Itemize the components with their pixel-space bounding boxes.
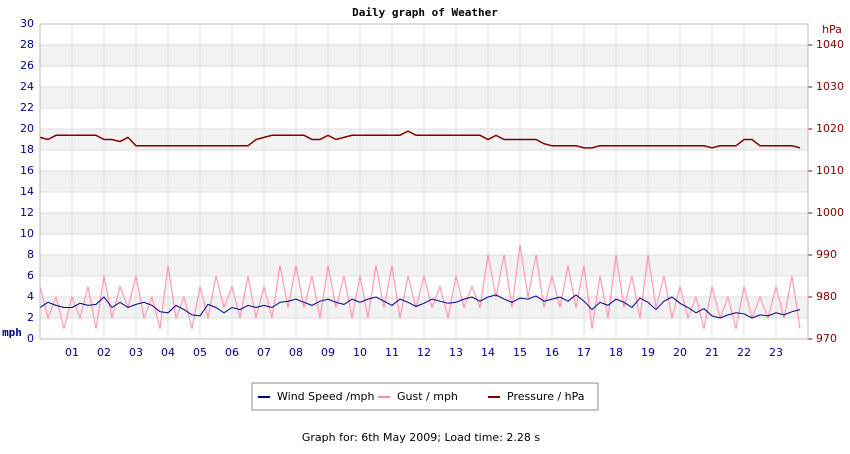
x-tick-label: 12 <box>417 346 431 359</box>
y-tick-label: 24 <box>20 80 34 93</box>
y2-axis-label: hPa <box>822 23 842 36</box>
x-tick-label: 09 <box>321 346 335 359</box>
x-tick-label: 04 <box>161 346 175 359</box>
y-tick-label: 2 <box>27 311 34 324</box>
chart-title: Daily graph of Weather <box>352 6 498 19</box>
x-tick-label: 17 <box>577 346 591 359</box>
y-tick-label: 14 <box>20 185 34 198</box>
y-tick-label: 16 <box>20 164 34 177</box>
y2-tick-label: 980 <box>816 290 837 303</box>
x-tick-label: 06 <box>225 346 239 359</box>
x-tick-label: 10 <box>353 346 367 359</box>
y-tick-label: 12 <box>20 206 34 219</box>
x-tick-label: 08 <box>289 346 303 359</box>
y-tick-label: 22 <box>20 101 34 114</box>
x-tick-label: 03 <box>129 346 143 359</box>
x-tick-label: 11 <box>385 346 399 359</box>
y-tick-label: 8 <box>27 248 34 261</box>
y-tick-label: 18 <box>20 143 34 156</box>
series-line <box>39 244 801 329</box>
y2-tick-label: 1030 <box>816 80 844 93</box>
y-tick-label: 26 <box>20 59 34 72</box>
plot-frame <box>39 23 809 340</box>
y2-tick-label: 1020 <box>816 122 844 135</box>
y-tick-label: 6 <box>27 269 34 282</box>
y2-tick-label: 1000 <box>816 206 844 219</box>
x-tick-label: 01 <box>65 346 79 359</box>
y-tick-label: 20 <box>20 122 34 135</box>
x-tick-label: 18 <box>609 346 623 359</box>
y2-tick-label: 1040 <box>816 38 844 51</box>
x-tick-label: 21 <box>705 346 719 359</box>
series-line <box>39 130 801 149</box>
y-tick-label: 10 <box>20 227 34 240</box>
y-tick-label: 4 <box>27 290 34 303</box>
legend-label: Wind Speed /mph <box>277 390 375 403</box>
series-line <box>39 294 801 319</box>
x-tick-label: 15 <box>513 346 527 359</box>
x-tick-label: 14 <box>481 346 495 359</box>
legend-label: Gust / mph <box>397 390 458 403</box>
x-tick-label: 22 <box>737 346 751 359</box>
y2-tick-label: 1010 <box>816 164 844 177</box>
y-axis-label: mph <box>2 326 22 339</box>
footer: Graph for: 6th May 2009; Load time: 2.28… <box>302 431 541 444</box>
x-tick-label: 19 <box>641 346 655 359</box>
x-tick-label: 23 <box>769 346 783 359</box>
x-tick-label: 02 <box>97 346 111 359</box>
y-tick-label: 0 <box>27 332 34 345</box>
x-tick-label: 20 <box>673 346 687 359</box>
y-tick-label: 30 <box>20 17 34 30</box>
x-tick-label: 13 <box>449 346 463 359</box>
x-tick-label: 16 <box>545 346 559 359</box>
y2-tick-label: 970 <box>816 332 837 345</box>
legend-label: Pressure / hPa <box>507 390 585 403</box>
y2-tick-label: 990 <box>816 248 837 261</box>
x-tick-label: 05 <box>193 346 207 359</box>
legend-box <box>251 382 599 411</box>
y-tick-label: 28 <box>20 38 34 51</box>
x-tick-label: 07 <box>257 346 271 359</box>
